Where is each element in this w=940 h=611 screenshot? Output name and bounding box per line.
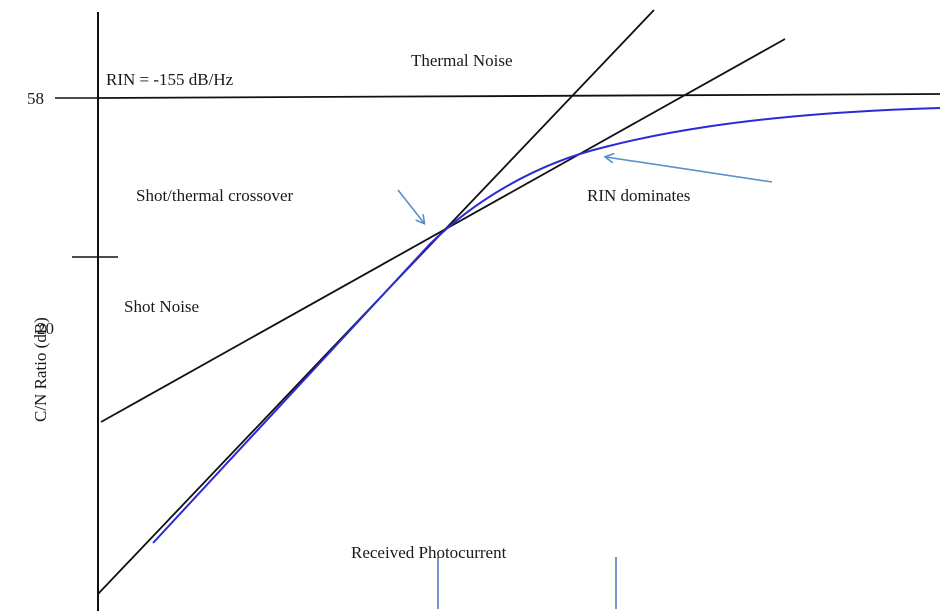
rin-dominates-label: RIN dominates xyxy=(587,186,690,205)
photocurrent-label: Received Photocurrent xyxy=(351,543,507,562)
shot-noise-label: Shot Noise xyxy=(124,297,199,316)
rin-label: RIN = -155 dB/Hz xyxy=(106,70,234,89)
total-cn-curve xyxy=(152,107,940,544)
shot-noise-line xyxy=(100,38,786,423)
y-tick-label-20: 20 xyxy=(37,319,54,338)
crossover-arrow xyxy=(397,189,424,223)
rin-limit-line xyxy=(97,93,940,99)
y-axis-title: C/N Ratio (dB) xyxy=(31,317,50,422)
rin-dominates-arrow xyxy=(606,157,773,183)
crossover-label: Shot/thermal crossover xyxy=(136,186,294,205)
y-tick-label-58: 58 xyxy=(27,89,44,108)
thermal-noise-label: Thermal Noise xyxy=(411,51,513,70)
